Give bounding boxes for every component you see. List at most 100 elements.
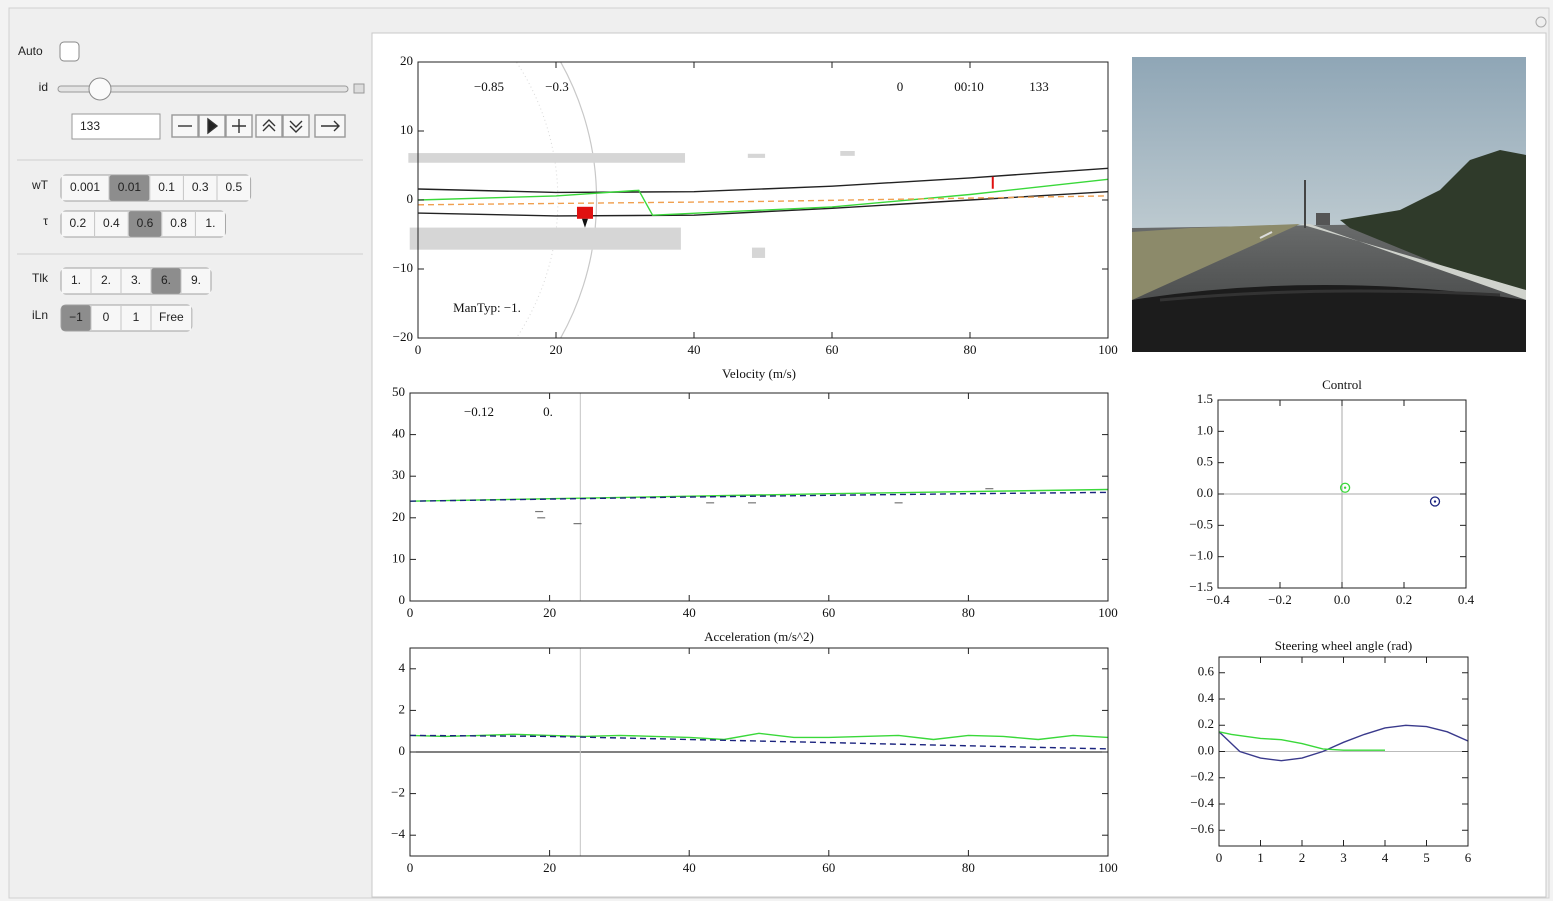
slider-expand[interactable] bbox=[353, 83, 365, 94]
setter-button[interactable] bbox=[61, 211, 95, 237]
y-tick-label: 0 bbox=[407, 191, 414, 206]
y-tick-label: 0.0 bbox=[1197, 485, 1213, 500]
setter-button[interactable] bbox=[183, 175, 217, 201]
control-point bbox=[1429, 496, 1441, 507]
setter-option[interactable]: 0.6 bbox=[137, 216, 154, 230]
y-tick-label: 20 bbox=[392, 509, 405, 524]
setter-option[interactable]: 6. bbox=[161, 273, 171, 287]
setter-option[interactable]: 0 bbox=[103, 310, 110, 324]
setter-option[interactable]: 0.01 bbox=[118, 180, 142, 194]
setter-button[interactable] bbox=[128, 211, 162, 237]
y-tick-label: 0.4 bbox=[1198, 690, 1215, 705]
series-line bbox=[417, 167, 1109, 194]
setter-button[interactable] bbox=[61, 175, 109, 201]
control-point-center bbox=[1433, 500, 1437, 503]
setter-option[interactable]: 0.1 bbox=[158, 180, 175, 194]
auto-checkbox[interactable] bbox=[59, 41, 80, 62]
y-tick-label: −20 bbox=[393, 329, 413, 344]
id-value: 133 bbox=[80, 119, 100, 133]
setter-button[interactable] bbox=[181, 268, 211, 294]
setter-option[interactable]: 0.001 bbox=[70, 180, 100, 194]
plot: Steering wheel angle (rad) 0 1 2 3 4 5 6 −0.6 −0.… bbox=[1190, 638, 1471, 865]
setter-option[interactable]: −1 bbox=[69, 310, 83, 324]
x-tick-label: 100 bbox=[1098, 860, 1118, 875]
y-tick-label: −0.5 bbox=[1189, 516, 1213, 531]
plot-area bbox=[1218, 724, 1469, 762]
vehicle-marker bbox=[576, 206, 593, 219]
y-tick-label: −2 bbox=[391, 785, 405, 800]
setter-option[interactable]: 1 bbox=[133, 310, 140, 324]
plot-title: Control bbox=[1322, 377, 1362, 392]
setter-option[interactable]: 0.2 bbox=[69, 216, 86, 230]
x-tick-label: −0.2 bbox=[1268, 592, 1292, 607]
x-tick-label: 20 bbox=[543, 860, 556, 875]
setter-button[interactable] bbox=[151, 268, 181, 294]
obstacle bbox=[747, 153, 766, 158]
setter-label: Tlk bbox=[32, 271, 49, 285]
obstacle bbox=[408, 153, 686, 163]
setter-button[interactable] bbox=[91, 305, 121, 331]
y-tick-label: 4 bbox=[399, 660, 406, 675]
series-line bbox=[409, 488, 1109, 502]
id-input[interactable] bbox=[71, 113, 161, 140]
camera-image bbox=[1132, 57, 1526, 352]
setter-button[interactable] bbox=[121, 268, 151, 294]
y-tick-label: 10 bbox=[392, 550, 405, 565]
setter-option[interactable]: 0.5 bbox=[225, 180, 242, 194]
series-line bbox=[417, 178, 1109, 216]
setter-button[interactable] bbox=[151, 305, 192, 331]
setter-option[interactable]: 0.8 bbox=[170, 216, 187, 230]
button-faster[interactable] bbox=[255, 114, 283, 138]
slider-knob[interactable] bbox=[88, 77, 112, 101]
annotation: −0.12 bbox=[464, 404, 494, 419]
x-tick-label: 0.4 bbox=[1458, 592, 1475, 607]
setter-option[interactable]: 3. bbox=[131, 273, 141, 287]
x-tick-label: 5 bbox=[1423, 850, 1430, 865]
y-tick-label: 0 bbox=[399, 592, 406, 607]
setter-label: wT bbox=[31, 178, 49, 192]
y-tick-label: 30 bbox=[392, 467, 405, 482]
plot: 0 20 40 60 80 100 −20 −10 0 10 20 −0.85 −0.3 0 00:10 13… bbox=[393, 53, 1118, 357]
series-line bbox=[417, 191, 1109, 217]
setter-option[interactable]: Free bbox=[159, 310, 184, 324]
y-tick-label: −0.2 bbox=[1190, 769, 1214, 784]
options-icon[interactable] bbox=[1535, 16, 1547, 28]
setter-option[interactable]: 2. bbox=[101, 273, 111, 287]
setter-button[interactable] bbox=[109, 175, 150, 201]
setter-button[interactable] bbox=[61, 305, 91, 331]
y-tick-label: −1.0 bbox=[1189, 548, 1213, 563]
setter-button[interactable] bbox=[61, 268, 91, 294]
plot-title: Acceleration (m/s^2) bbox=[704, 629, 814, 644]
setter-button[interactable] bbox=[95, 211, 128, 237]
x-tick-label: 20 bbox=[543, 605, 556, 620]
setter-option[interactable]: 0.3 bbox=[192, 180, 209, 194]
annotation: −0.85 bbox=[474, 79, 504, 94]
plot: Acceleration (m/s^2) 0 20 40 60 80 100 −4 −2 0 2 4 bbox=[391, 629, 1118, 875]
annotation: 0 bbox=[897, 79, 904, 94]
setter-option[interactable]: 9. bbox=[191, 273, 201, 287]
setter-option[interactable]: 0.4 bbox=[103, 216, 120, 230]
annotation: ManTyp: −1. bbox=[453, 300, 521, 315]
x-tick-label: 60 bbox=[822, 860, 835, 875]
plot-frame bbox=[409, 392, 1109, 602]
y-tick-label: −10 bbox=[393, 260, 413, 275]
setter-option[interactable]: 1. bbox=[205, 216, 215, 230]
x-tick-label: 40 bbox=[683, 605, 696, 620]
slider-track[interactable] bbox=[57, 85, 349, 93]
setter-button[interactable] bbox=[217, 175, 251, 201]
setter-button[interactable] bbox=[195, 211, 225, 237]
x-tick-label: 0 bbox=[407, 860, 414, 875]
y-tick-label: −4 bbox=[391, 826, 405, 841]
y-tick-label: 40 bbox=[392, 426, 405, 441]
setter-button[interactable] bbox=[121, 305, 151, 331]
x-tick-label: 40 bbox=[688, 342, 701, 357]
setter-button[interactable] bbox=[150, 175, 183, 201]
setter-button[interactable] bbox=[162, 211, 195, 237]
series-line bbox=[1218, 724, 1469, 762]
x-tick-label: 0.0 bbox=[1334, 592, 1350, 607]
plot-area bbox=[1218, 400, 1466, 588]
setter-button[interactable] bbox=[91, 268, 121, 294]
setter-option[interactable]: 1. bbox=[71, 273, 81, 287]
series-line bbox=[1218, 731, 1385, 751]
button-slower[interactable] bbox=[282, 114, 310, 138]
